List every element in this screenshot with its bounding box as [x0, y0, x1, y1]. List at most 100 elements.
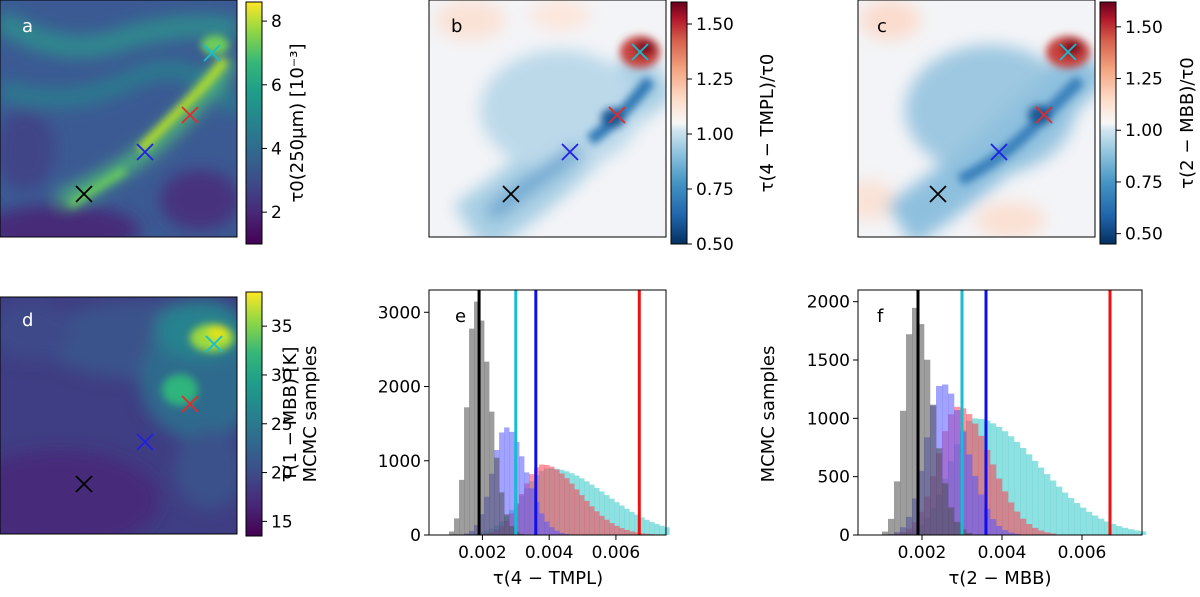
panel-d-marker-cyan [205, 335, 223, 353]
panel-e-bar-red [574, 489, 580, 535]
cbar-d-tick-label: 20 [271, 464, 293, 484]
panel-f-bar-black [930, 404, 937, 535]
panel-f-bar-red [1002, 491, 1009, 535]
panel-f-ylabel: MCMC samples [758, 346, 779, 483]
panel-f-bar-red [1050, 533, 1057, 535]
panel-c-heatmap [858, 0, 1095, 237]
panel-d-heatmap [0, 297, 237, 534]
panel-e-ytick-label: 1000 [378, 452, 421, 472]
panel-e-bar-black [474, 301, 480, 535]
cbar-a-tick-label: 2 [271, 203, 282, 223]
panel-b-marker-red [608, 106, 626, 124]
panel-e-bar-cyan [639, 517, 645, 535]
panel-f-bar-cyan [1140, 531, 1147, 535]
cbar-b-tick-label: 0.50 [696, 235, 734, 255]
panel-b-frame [428, 0, 667, 238]
panel-f-bar-cyan [1134, 530, 1141, 535]
panel-e-bar-cyan [609, 498, 615, 535]
cbar-b-tick-label: 0.75 [696, 180, 734, 200]
panel-e-bar-blue [519, 456, 525, 535]
panel-e-bar-cyan [634, 514, 640, 535]
panel-f-ytick-label: 0 [839, 526, 850, 546]
panel-e-xtick-label: 0.004 [525, 543, 574, 563]
panel-a-marker-cyan [203, 44, 221, 62]
panel-e-bar-cyan [619, 505, 625, 535]
panel-b-colorbar: 0.50 0.75 1.00 1.25 1.50 τ(4 − TMPL)/τ0 [670, 1, 778, 255]
panel-b-heatmap [429, 0, 666, 237]
panel-a-letter: a [22, 16, 33, 37]
panel-f-bar-cyan [1122, 527, 1129, 535]
cbar-c-label: τ(2 − MBB)/τ0 [1177, 57, 1198, 188]
panel-f-frame [857, 289, 1143, 536]
panel-e-bar-cyan [604, 495, 610, 535]
panel-e-letter: e [455, 306, 466, 327]
panel-e-bar-red [609, 523, 615, 535]
panel-c-letter: c [877, 16, 887, 37]
panel-e-ytick-label: 3000 [378, 303, 421, 323]
panel-e-bar-black [449, 531, 455, 535]
panel-f-bar-cyan [1014, 441, 1021, 535]
panel-e-bar-red [579, 495, 585, 535]
panel-f-bar-black [882, 531, 889, 535]
panel-e-bar-blue [559, 532, 565, 535]
panel-d-marker-blue [136, 433, 154, 451]
panel-e-bar-red [539, 464, 545, 535]
panel-f-bar-cyan [1080, 507, 1087, 535]
panel-f-bar-red [1014, 511, 1021, 535]
panel-f-bar-blue [996, 525, 1003, 535]
panel-f-ytick-label: 500 [818, 468, 850, 488]
panel-f-bar-cyan [1110, 523, 1117, 535]
panel-f-bars [882, 307, 1147, 535]
panel-f-bar-cyan [1086, 511, 1093, 535]
cbar-b-tick-label: 1.00 [696, 125, 734, 145]
panel-e-bar-black [494, 457, 500, 535]
panel-e-bars [449, 301, 670, 535]
panel-f-bar-cyan [1038, 467, 1045, 535]
panel-f-vlines [916, 290, 1112, 535]
panel-f-bar-cyan [1026, 454, 1033, 535]
panel-f-bar-black [954, 521, 961, 535]
panel-b: b [428, 0, 667, 238]
cbar-d-tick-label: 15 [271, 512, 293, 532]
panel-e-bar-blue [554, 530, 560, 535]
panel-e-bar-black [499, 492, 505, 535]
cbar-b-label: τ(4 − TMPL)/τ0 [757, 54, 778, 193]
panel-f-bar-cyan [1050, 480, 1057, 535]
panel-e-bar-red [594, 511, 600, 535]
cbar-d-label: T(1 − MBB) [K] [280, 347, 301, 483]
panel-e-bar-red [629, 531, 635, 535]
panel-f-bar-blue [1008, 532, 1015, 535]
panel-f-bar-cyan [1098, 518, 1105, 535]
panel-f-bar-cyan [1074, 503, 1081, 535]
panel-e-vlines [477, 290, 641, 535]
panel-c: c [857, 0, 1096, 238]
panel-f-bar-cyan [1044, 474, 1051, 535]
panel-e-bar-blue [529, 488, 535, 535]
cbar-c-tick-label: 0.50 [1125, 225, 1163, 245]
panel-f-bar-cyan [1092, 515, 1099, 535]
panel-e-xtick-label: 0.006 [592, 543, 641, 563]
panel-f: 0.002 0.004 0.006 0 500 1000 1500 2000 f MCMC … [758, 289, 1147, 589]
panel-e: 0.002 0.004 0.006 0 1000 2000 3000 e τ(4 − TM… [378, 289, 670, 589]
panel-f-bar-black [900, 410, 907, 535]
panel-f-bar-cyan [1032, 460, 1039, 535]
panel-e-xlabel: τ(4 − TMPL) [493, 568, 603, 589]
panel-e-bar-black [459, 479, 465, 535]
panel-f-bar-black [912, 307, 919, 535]
panel-e-bar-blue [499, 432, 505, 535]
panel-e-bar-black [464, 407, 470, 535]
panel-d-ylabel-mcmc: MCMC samples [300, 346, 321, 483]
panel-b-letter: b [451, 16, 462, 37]
panel-f-yticks: 0 500 1000 1500 2000 [807, 293, 858, 546]
panel-f-letter: f [877, 306, 884, 327]
panel-f-bar-blue [972, 476, 979, 535]
panel-f-bar-red [990, 464, 997, 535]
panel-e-frame [428, 289, 667, 536]
panel-e-bar-red [554, 469, 560, 535]
panel-d-marker-black [75, 475, 93, 493]
panel-f-bar-cyan [1068, 498, 1075, 535]
panel-f-bar-black [906, 334, 913, 535]
panel-f-bar-black [888, 518, 895, 535]
cbar-c-tick-label: 1.50 [1125, 18, 1163, 38]
cbar-d-tick-label: 30 [271, 366, 293, 386]
